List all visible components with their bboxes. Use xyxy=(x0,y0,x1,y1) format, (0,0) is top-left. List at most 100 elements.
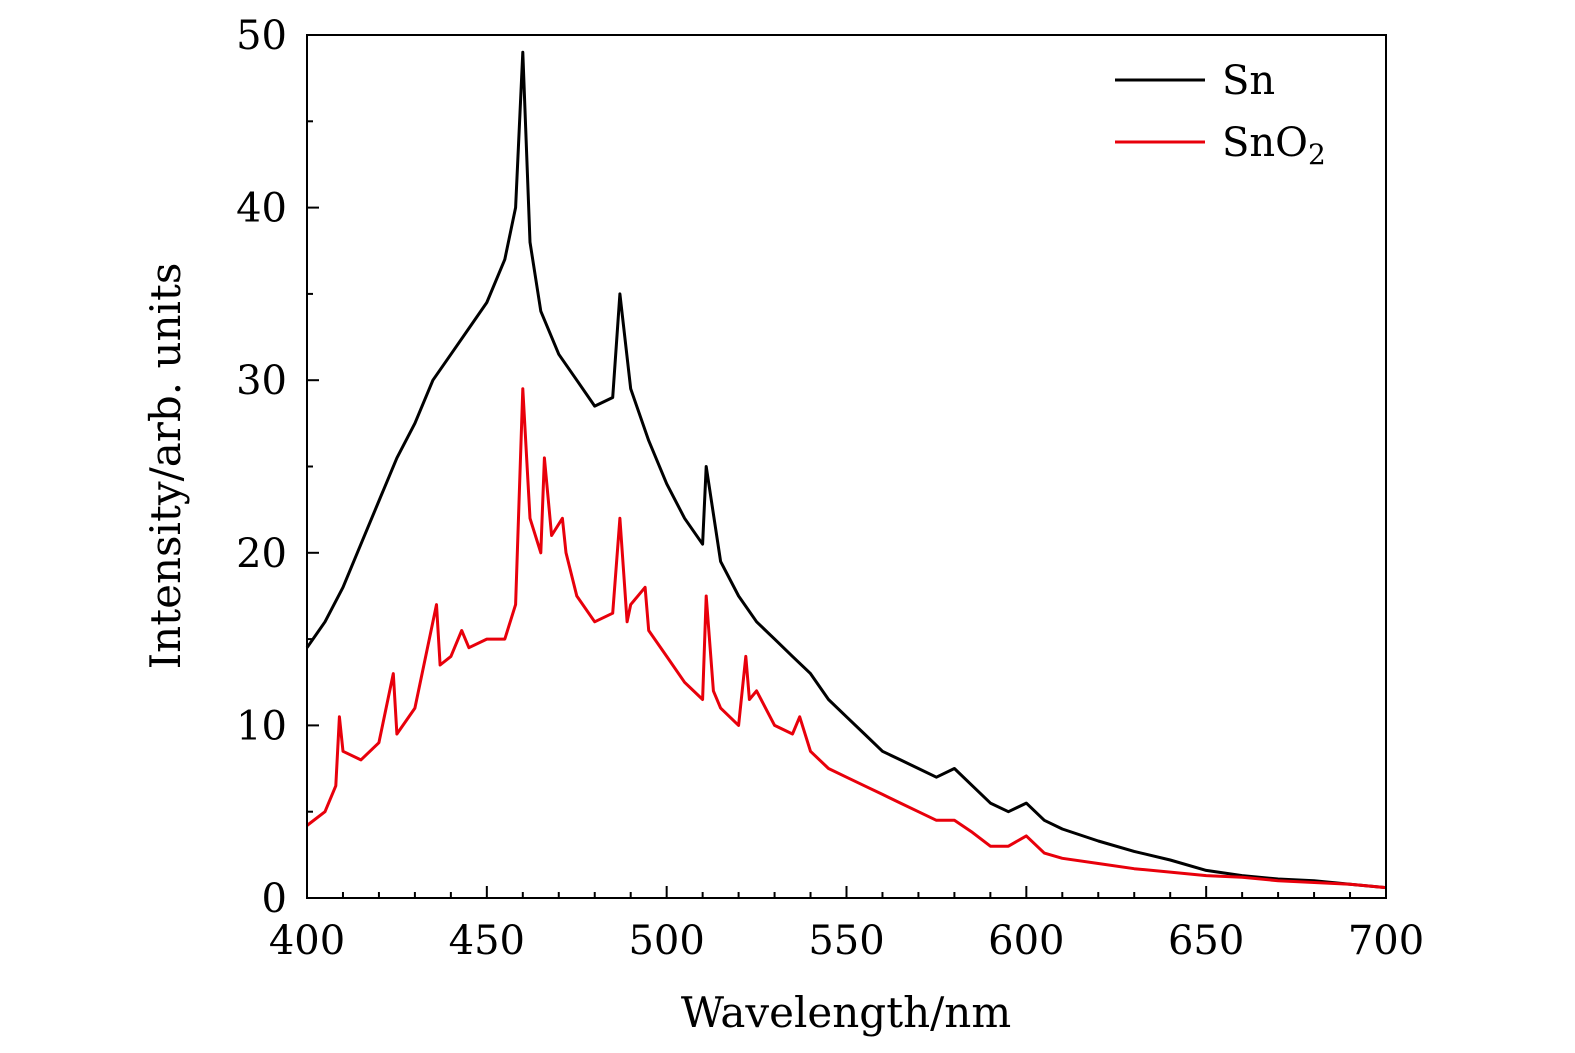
series-1-point-34 xyxy=(684,681,686,683)
series-0-point-38 xyxy=(917,767,920,770)
series-1-point-66 xyxy=(1241,876,1243,878)
series-0-point-28 xyxy=(738,595,740,597)
series-1-point-30 xyxy=(630,604,632,606)
series-1-point-25 xyxy=(576,595,578,597)
series-1-point-10 xyxy=(435,604,438,606)
series-1-point-44 xyxy=(791,733,794,735)
y-tick-label-5: 50 xyxy=(236,13,287,59)
series-0-point-39 xyxy=(935,776,938,778)
series-1-point-35 xyxy=(702,698,704,701)
series-1-point-62 xyxy=(1097,862,1099,865)
series-0-point-16 xyxy=(558,353,560,355)
series-1-point-64 xyxy=(1169,871,1171,873)
series-1-point-46 xyxy=(809,750,812,752)
legend-label-sno2-subscript: 2 xyxy=(1308,138,1326,171)
series-1-point-26 xyxy=(594,621,596,623)
series-1-point-11 xyxy=(439,664,441,666)
series-0-point-45 xyxy=(1043,819,1045,821)
series-1-point-49 xyxy=(863,785,866,787)
series-1-point-17 xyxy=(515,604,517,606)
series-1-point-12 xyxy=(450,655,452,658)
series-1-point-6 xyxy=(378,742,380,744)
series-1-point-20 xyxy=(540,552,542,554)
series-1-point-50 xyxy=(881,793,884,796)
series-0-point-26 xyxy=(705,465,707,468)
y-axis-title: Intensity/arb. units xyxy=(141,263,190,670)
series-0-point-29 xyxy=(756,621,758,623)
series-0-point-31 xyxy=(791,655,794,658)
series-0-point-37 xyxy=(899,759,902,761)
y-tick-label-0: 0 xyxy=(262,876,287,922)
series-0-point-40 xyxy=(953,767,956,770)
series-1-point-51 xyxy=(899,802,902,804)
x-tick-label-3: 550 xyxy=(808,918,884,964)
series-0-point-10 xyxy=(486,301,488,304)
series-0-point-18 xyxy=(594,405,596,407)
series-0-point-36 xyxy=(881,750,884,752)
series-0-point-22 xyxy=(648,440,650,442)
series-0-point-19 xyxy=(612,396,614,399)
series-0-point-47 xyxy=(1097,840,1099,842)
series-1-point-31 xyxy=(644,586,646,588)
series-1-point-68 xyxy=(1313,881,1315,884)
x-tick-label-6: 700 xyxy=(1348,918,1424,964)
series-0-point-1 xyxy=(324,621,326,623)
series-1-point-1 xyxy=(324,811,326,813)
series-1-point-43 xyxy=(774,724,776,727)
series-0-point-7 xyxy=(432,379,434,381)
series-1-point-9 xyxy=(414,707,416,709)
series-0-point-50 xyxy=(1205,869,1207,872)
series-1-point-18 xyxy=(522,388,524,390)
y-tick-label-2: 20 xyxy=(236,531,287,577)
series-line-0 xyxy=(305,50,1387,890)
series-1-point-5 xyxy=(360,759,362,761)
series-1-point-56 xyxy=(989,845,992,847)
y-tick-label-4: 40 xyxy=(236,186,287,232)
x-tick-label-1: 450 xyxy=(449,918,525,964)
series-1-point-24 xyxy=(565,552,567,554)
series-1-point-67 xyxy=(1277,880,1279,882)
series-0-point-44 xyxy=(1025,802,1027,804)
series-0-point-4 xyxy=(378,500,380,502)
series-0-point-3 xyxy=(360,543,362,545)
series-1-point-38 xyxy=(720,707,722,709)
legend-label-sno2: SnO2 xyxy=(1222,120,1326,171)
series-1-point-45 xyxy=(799,716,801,718)
series-1-point-55 xyxy=(971,831,974,834)
legend-label-sno2-base: SnO xyxy=(1222,120,1308,166)
series-0-point-8 xyxy=(450,353,452,355)
series-0-point-24 xyxy=(684,517,686,519)
series-0-point-12 xyxy=(515,207,517,209)
series-1-point-57 xyxy=(1007,845,1010,847)
series-1-point-54 xyxy=(953,819,956,821)
legend: Sn SnO2 xyxy=(1115,58,1326,171)
series-1-point-16 xyxy=(504,638,506,640)
legend-label-sn: Sn xyxy=(1222,58,1275,104)
series-0-point-27 xyxy=(720,560,722,563)
series-1-point-4 xyxy=(342,750,344,752)
x-tick-label-5: 650 xyxy=(1168,918,1244,964)
series-0-point-20 xyxy=(619,293,621,295)
series-1-point-65 xyxy=(1205,875,1207,877)
series-1-point-53 xyxy=(935,819,938,821)
series-1-point-52 xyxy=(917,811,920,813)
series-1-point-28 xyxy=(619,517,621,519)
series-1-point-48 xyxy=(845,776,848,778)
series-1-point-39 xyxy=(738,724,740,727)
series-1-point-58 xyxy=(1025,835,1027,837)
series-0-point-34 xyxy=(845,716,848,718)
series-1-point-36 xyxy=(705,595,707,597)
x-tick-label-0: 400 xyxy=(269,918,345,964)
series-1-point-69 xyxy=(1349,883,1351,885)
series-layer xyxy=(305,50,1387,890)
series-0-point-14 xyxy=(529,241,531,243)
series-1-point-61 xyxy=(1061,857,1063,859)
series-0-point-35 xyxy=(863,733,866,735)
series-0-point-25 xyxy=(702,543,704,545)
series-0-point-32 xyxy=(809,673,812,675)
series-0-point-30 xyxy=(774,638,776,640)
series-0-point-2 xyxy=(342,586,344,588)
series-1-point-23 xyxy=(561,517,564,519)
series-1-point-8 xyxy=(396,733,398,735)
series-1-point-2 xyxy=(335,785,337,787)
